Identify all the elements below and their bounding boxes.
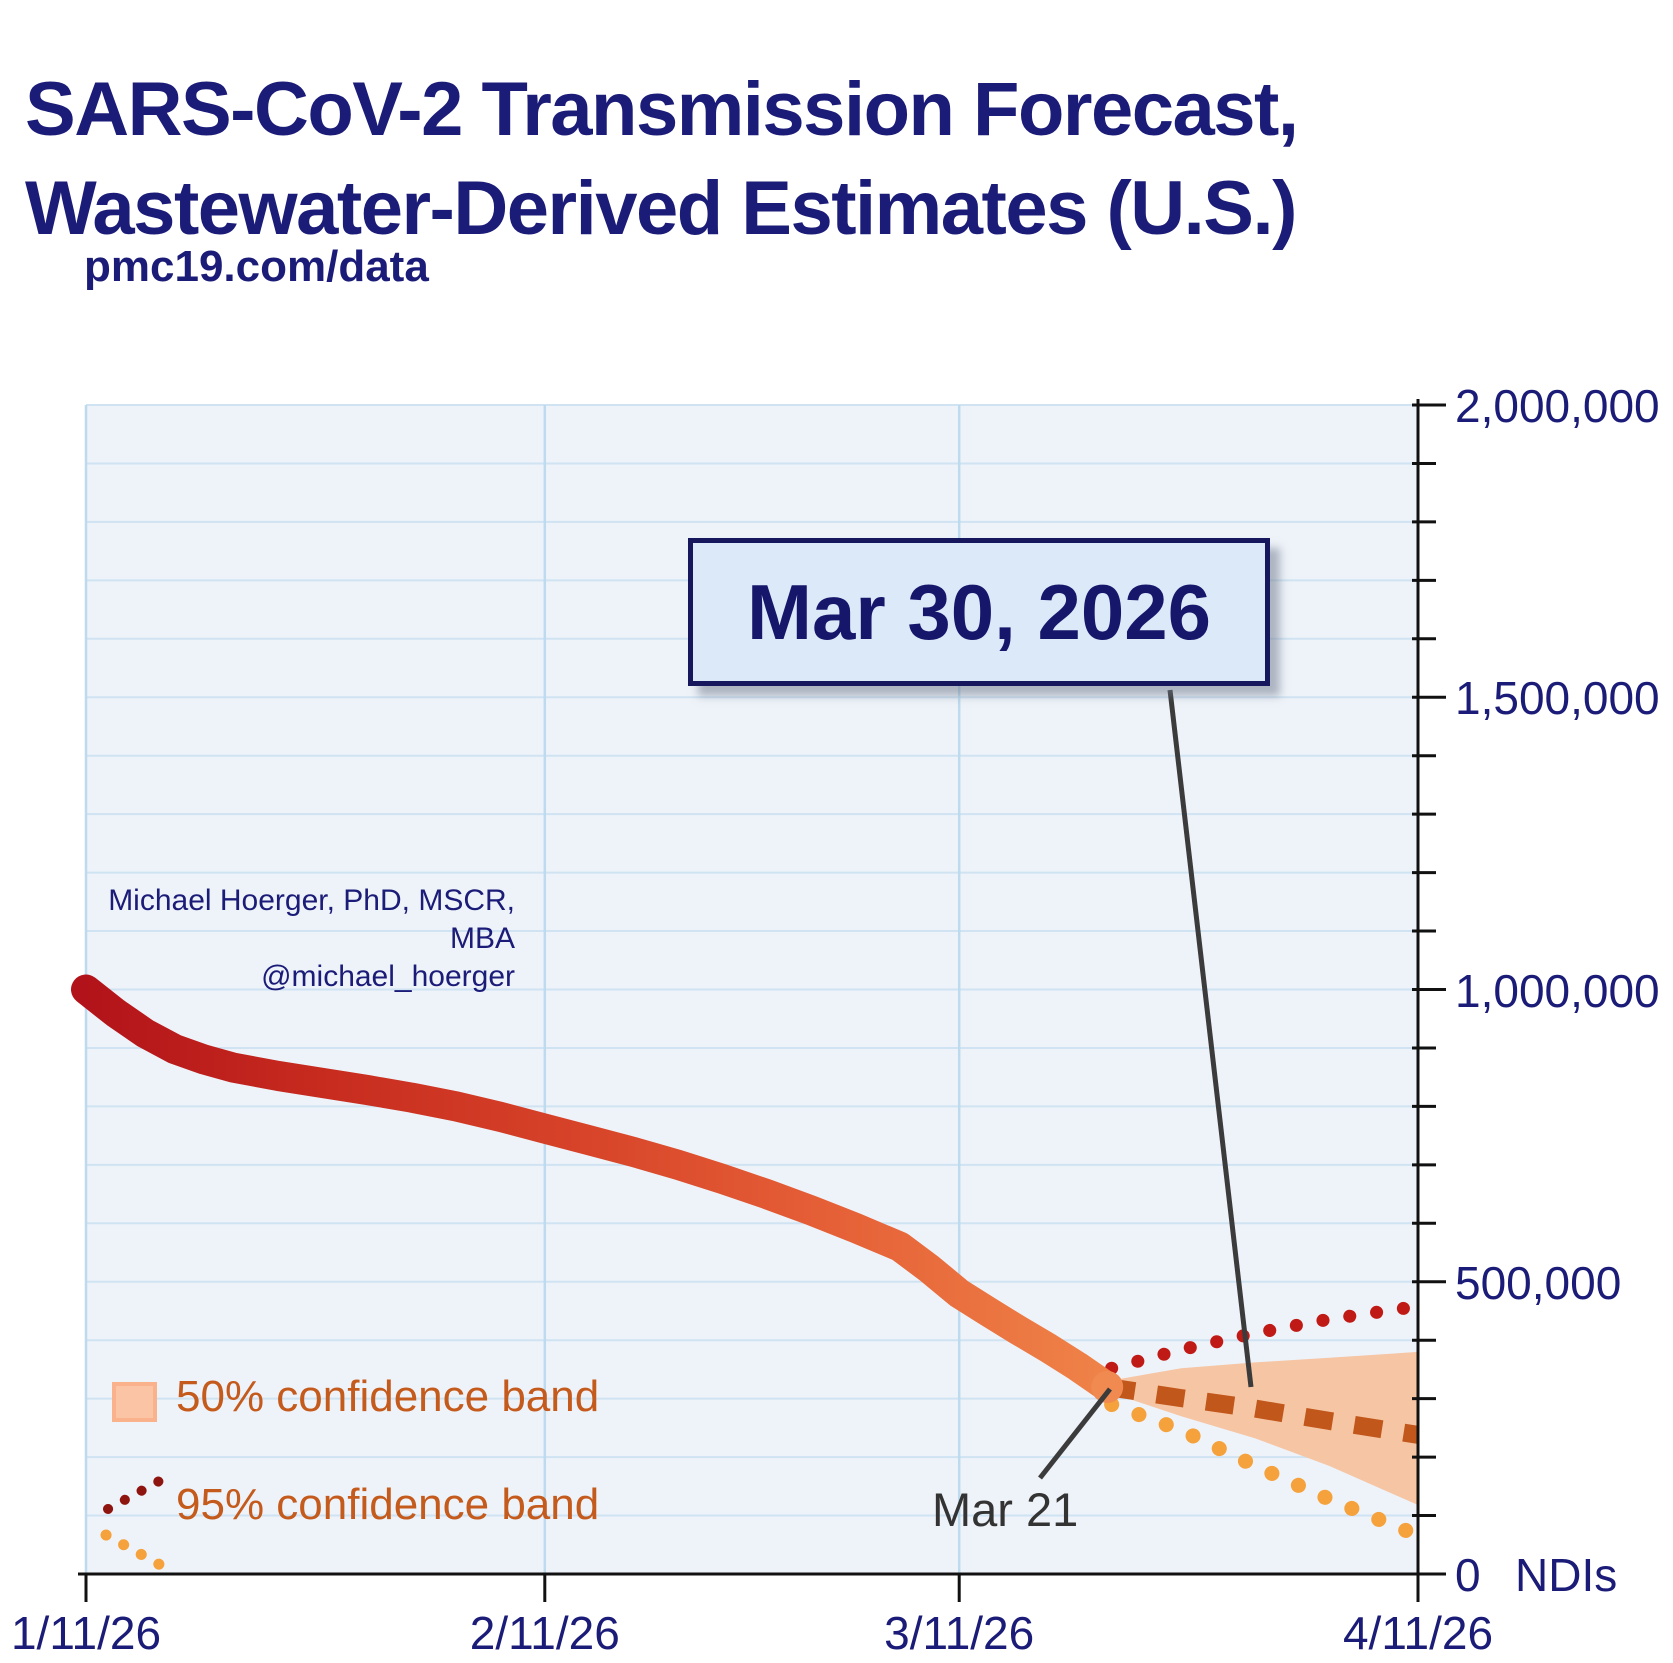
attribution: Michael Hoerger, PhD, MSCR, MBA @michael… (95, 882, 515, 996)
legend-50-band-swatch-icon (112, 1382, 157, 1422)
x-axis-tick-label: 4/11/26 (1342, 1607, 1494, 1659)
y-axis-tick-label: 500,000 (1455, 1256, 1622, 1309)
confidence-line-95-lower (1104, 1397, 1426, 1543)
attribution-name: Michael Hoerger, PhD, MSCR, MBA (108, 884, 515, 955)
confidence-line-95-upper (1105, 1299, 1425, 1375)
source-url: pmc19.com/data (84, 242, 429, 291)
forecast-start-marker (1091, 1370, 1124, 1403)
x-axis-tick-label: 3/11/26 (884, 1607, 1035, 1659)
page-title-line1: SARS-CoV-2 Transmission Forecast, (25, 66, 1299, 152)
forecast-median-line (1105, 1378, 1420, 1444)
legend-label-95: 95% confidence band (176, 1480, 600, 1529)
observed-transmission-line (71, 974, 1123, 1402)
attribution-handle: @michael_hoerger (261, 960, 515, 993)
y-axis-tick-label: 1,500,000 (1455, 672, 1660, 725)
legend-95-lower-dotted-icon (100, 1529, 170, 1573)
x-axis-tick-label: 1/11/26 (10, 1607, 162, 1659)
mar21-leader-line (1038, 1387, 1112, 1480)
axes (78, 399, 1446, 1602)
x-axis-tick-label: 2/11/26 (469, 1607, 620, 1659)
page-title-line2: Wastewater-Derived Estimates (U.S.) (25, 165, 1297, 251)
page-title: SARS-CoV-2 Transmission Forecast, Wastewa… (25, 61, 1299, 259)
forecast-start-label: Mar 21 (932, 1483, 1079, 1536)
legend-label-50: 50% confidence band (176, 1372, 600, 1421)
y-axis-unit-label: NDIs (1515, 1549, 1618, 1601)
callout-leader-line (1167, 689, 1254, 1388)
forecast-date-callout: Mar 30, 2026 (688, 538, 1270, 686)
y-axis-tick-label: 1,000,000 (1455, 964, 1660, 1017)
y-axis-tick-label: 0 (1455, 1549, 1481, 1601)
y-axis-tick-label: 2,000,000 (1455, 380, 1660, 432)
